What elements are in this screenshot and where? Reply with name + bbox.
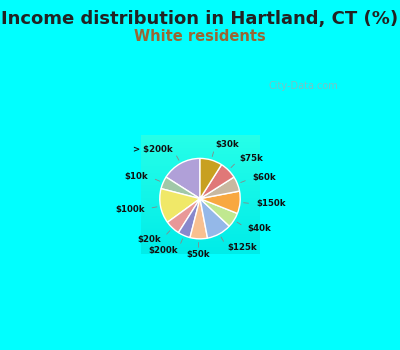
- Wedge shape: [200, 191, 240, 214]
- Text: $10k: $10k: [124, 172, 148, 181]
- Wedge shape: [200, 199, 237, 226]
- Text: $20k: $20k: [138, 235, 162, 244]
- Wedge shape: [190, 199, 208, 239]
- Text: $125k: $125k: [227, 244, 257, 252]
- Text: $40k: $40k: [248, 224, 272, 233]
- Text: $30k: $30k: [216, 140, 240, 149]
- Text: $50k: $50k: [186, 250, 210, 259]
- Wedge shape: [161, 177, 200, 199]
- Text: $200k: $200k: [148, 246, 178, 255]
- Wedge shape: [200, 164, 234, 199]
- Wedge shape: [200, 199, 229, 238]
- Text: $150k: $150k: [256, 199, 286, 208]
- Wedge shape: [160, 189, 200, 222]
- Wedge shape: [200, 177, 240, 199]
- Text: $100k: $100k: [115, 205, 145, 214]
- Text: $60k: $60k: [252, 173, 276, 182]
- Wedge shape: [200, 159, 222, 199]
- Text: $75k: $75k: [240, 154, 264, 163]
- Text: Income distribution in Hartland, CT (%): Income distribution in Hartland, CT (%): [2, 10, 398, 28]
- Wedge shape: [166, 159, 200, 199]
- Wedge shape: [168, 199, 200, 233]
- Text: > $200k: > $200k: [133, 145, 173, 154]
- Text: City-Data.com: City-Data.com: [268, 81, 338, 91]
- Text: White residents: White residents: [134, 29, 266, 44]
- Wedge shape: [178, 199, 200, 238]
